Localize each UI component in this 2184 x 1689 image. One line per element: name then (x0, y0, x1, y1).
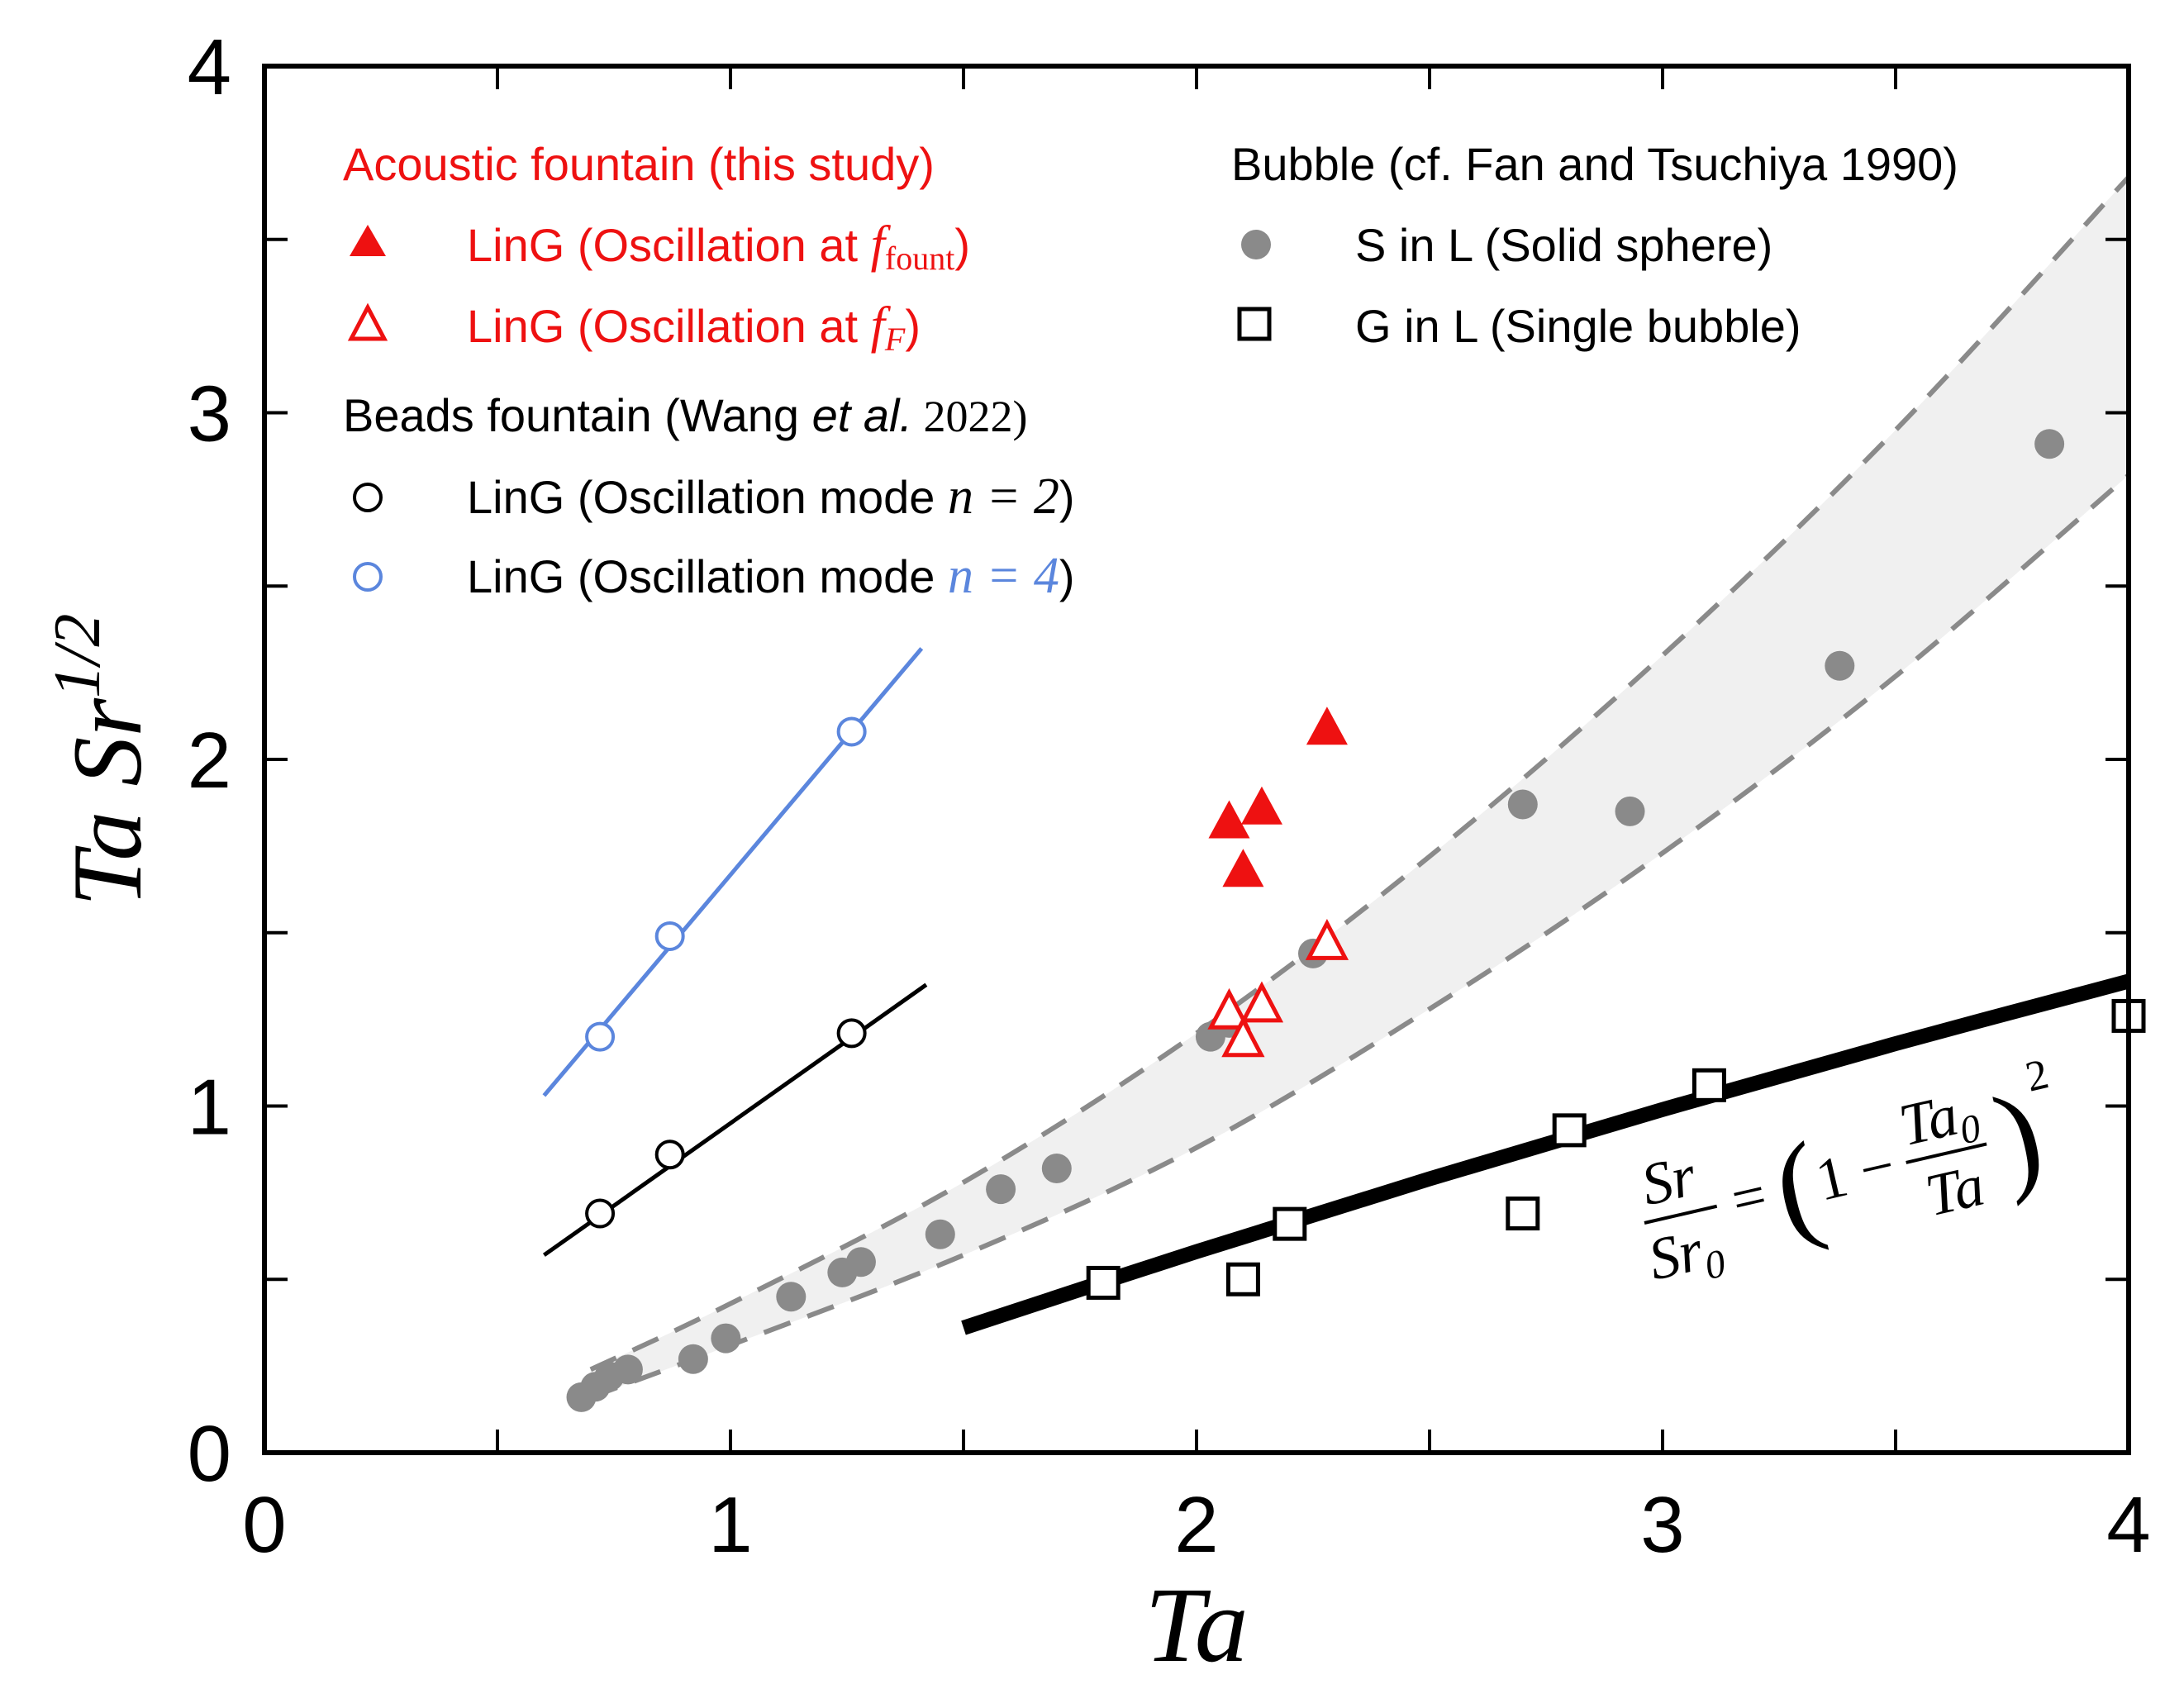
point-filled-circle (711, 1323, 741, 1354)
point-filled-circle (1825, 650, 1855, 681)
point-filled-circle (1041, 1154, 1072, 1184)
point-open-circle (654, 921, 685, 951)
legend-label-fF: LinG (Oscillation at fF) (467, 297, 921, 358)
point-open-triangle (1207, 987, 1251, 1030)
legend-header-bubble: Bubble (cf. Fan and Tsuchiya 1990) (1231, 138, 1958, 190)
y-tick-label: 4 (188, 23, 231, 112)
point-filled-circle (2034, 429, 2065, 459)
point-filled-circle (776, 1282, 807, 1312)
point-filled-triangle (1306, 707, 1348, 745)
point-open-square (1506, 1197, 1540, 1231)
legend-label-n2: LinG (Oscillation mode n = 2) (467, 469, 1075, 525)
y-tick-label: 1 (188, 1063, 231, 1152)
point-open-circle (585, 1021, 616, 1052)
legend-marker-black-open-circle (353, 483, 383, 512)
point-filled-circle (986, 1174, 1016, 1205)
x-tick-label: 2 (1174, 1481, 1218, 1569)
legend-marker-open-square (1237, 307, 1272, 341)
point-filled-circle (612, 1354, 643, 1385)
eq-lhs-den: Sr0 (1642, 1212, 1730, 1301)
point-open-triangle (1221, 1016, 1265, 1058)
y-axis-title-base: Ta Sr (52, 697, 162, 907)
x-tick-label: 0 (242, 1481, 286, 1569)
point-open-circle (836, 716, 867, 747)
legend: Acoustic fountain (this study) LinG (Osc… (343, 138, 1958, 604)
eq-one-minus: 1 − (1810, 1131, 1901, 1213)
x-tick-label: 1 (708, 1481, 752, 1569)
y-tick-label: 0 (188, 1410, 231, 1498)
equation-annotation: Sr Sr0 = ( 1 − Ta0 Ta ) 2 (1635, 1050, 2054, 1301)
legend-header-beads: Beads fountain (Wang et al. 2022) (343, 389, 1028, 441)
lower-dashed-bound (589, 473, 2130, 1400)
y-tick-label: 2 (188, 716, 231, 805)
eq-lhs-num: Sr (1635, 1142, 1702, 1219)
y-tick-label: 3 (188, 370, 231, 459)
point-open-circle (585, 1198, 616, 1229)
point-open-square (1086, 1265, 1121, 1300)
point-filled-circle (925, 1219, 955, 1249)
point-open-square (1692, 1068, 1726, 1102)
x-tick-label: 4 (2106, 1481, 2150, 1569)
marks-layer (566, 429, 2146, 1412)
legend-label-single-bubble: G in L (Single bubble) (1355, 300, 1801, 352)
legend-header-acoustic: Acoustic fountain (this study) (343, 138, 935, 190)
point-filled-circle (678, 1344, 708, 1374)
point-open-triangle (1305, 918, 1349, 960)
point-open-triangle (1240, 981, 1284, 1023)
upper-dashed-bound (589, 175, 2131, 1373)
x-axis-title: Ta (1144, 1566, 1248, 1685)
point-open-circle (836, 1018, 867, 1049)
point-open-square (1552, 1113, 1587, 1148)
point-filled-circle (1507, 789, 1538, 820)
point-filled-triangle (1208, 800, 1250, 839)
x-tick-label: 3 (1640, 1481, 1684, 1569)
point-open-square (1273, 1206, 1307, 1241)
legend-label-solid-sphere: S in L (Solid sphere) (1355, 219, 1772, 271)
band-layer (590, 177, 2129, 1397)
legend-marker-filled-triangle (350, 225, 386, 256)
point-filled-circle (845, 1247, 876, 1277)
legend-marker-gray-filled-circle (1241, 230, 1271, 259)
eq-lhs-bar (1644, 1204, 1718, 1225)
legend-label-n4: LinG (Oscillation mode n = 4) (467, 548, 1075, 604)
eq-rhs-bar (1906, 1142, 1987, 1164)
point-filled-triangle (1222, 849, 1264, 887)
point-open-circle (654, 1139, 685, 1170)
point-open-square (1225, 1262, 1260, 1296)
lines-layer (542, 175, 2131, 1400)
point-filled-triangle (1240, 786, 1282, 825)
eq-equals: = (1725, 1161, 1773, 1233)
ticks-layer: 0 1 2 3 4 0 1 2 3 4 (188, 23, 2151, 1569)
y-axis-title: Ta Sr1/2 (41, 614, 162, 907)
legend-marker-open-triangle (347, 302, 388, 341)
theory-line (961, 973, 2131, 1335)
legend-label-ffount: LinG (Oscillation at ffount) (467, 216, 970, 277)
point-filled-circle (1615, 796, 1645, 826)
y-axis-title-exponent: 1/2 (41, 614, 114, 698)
legend-marker-blue-open-circle (353, 562, 383, 592)
eq-rhs-den: Ta (1920, 1152, 1991, 1230)
shaded-band (590, 177, 2129, 1397)
